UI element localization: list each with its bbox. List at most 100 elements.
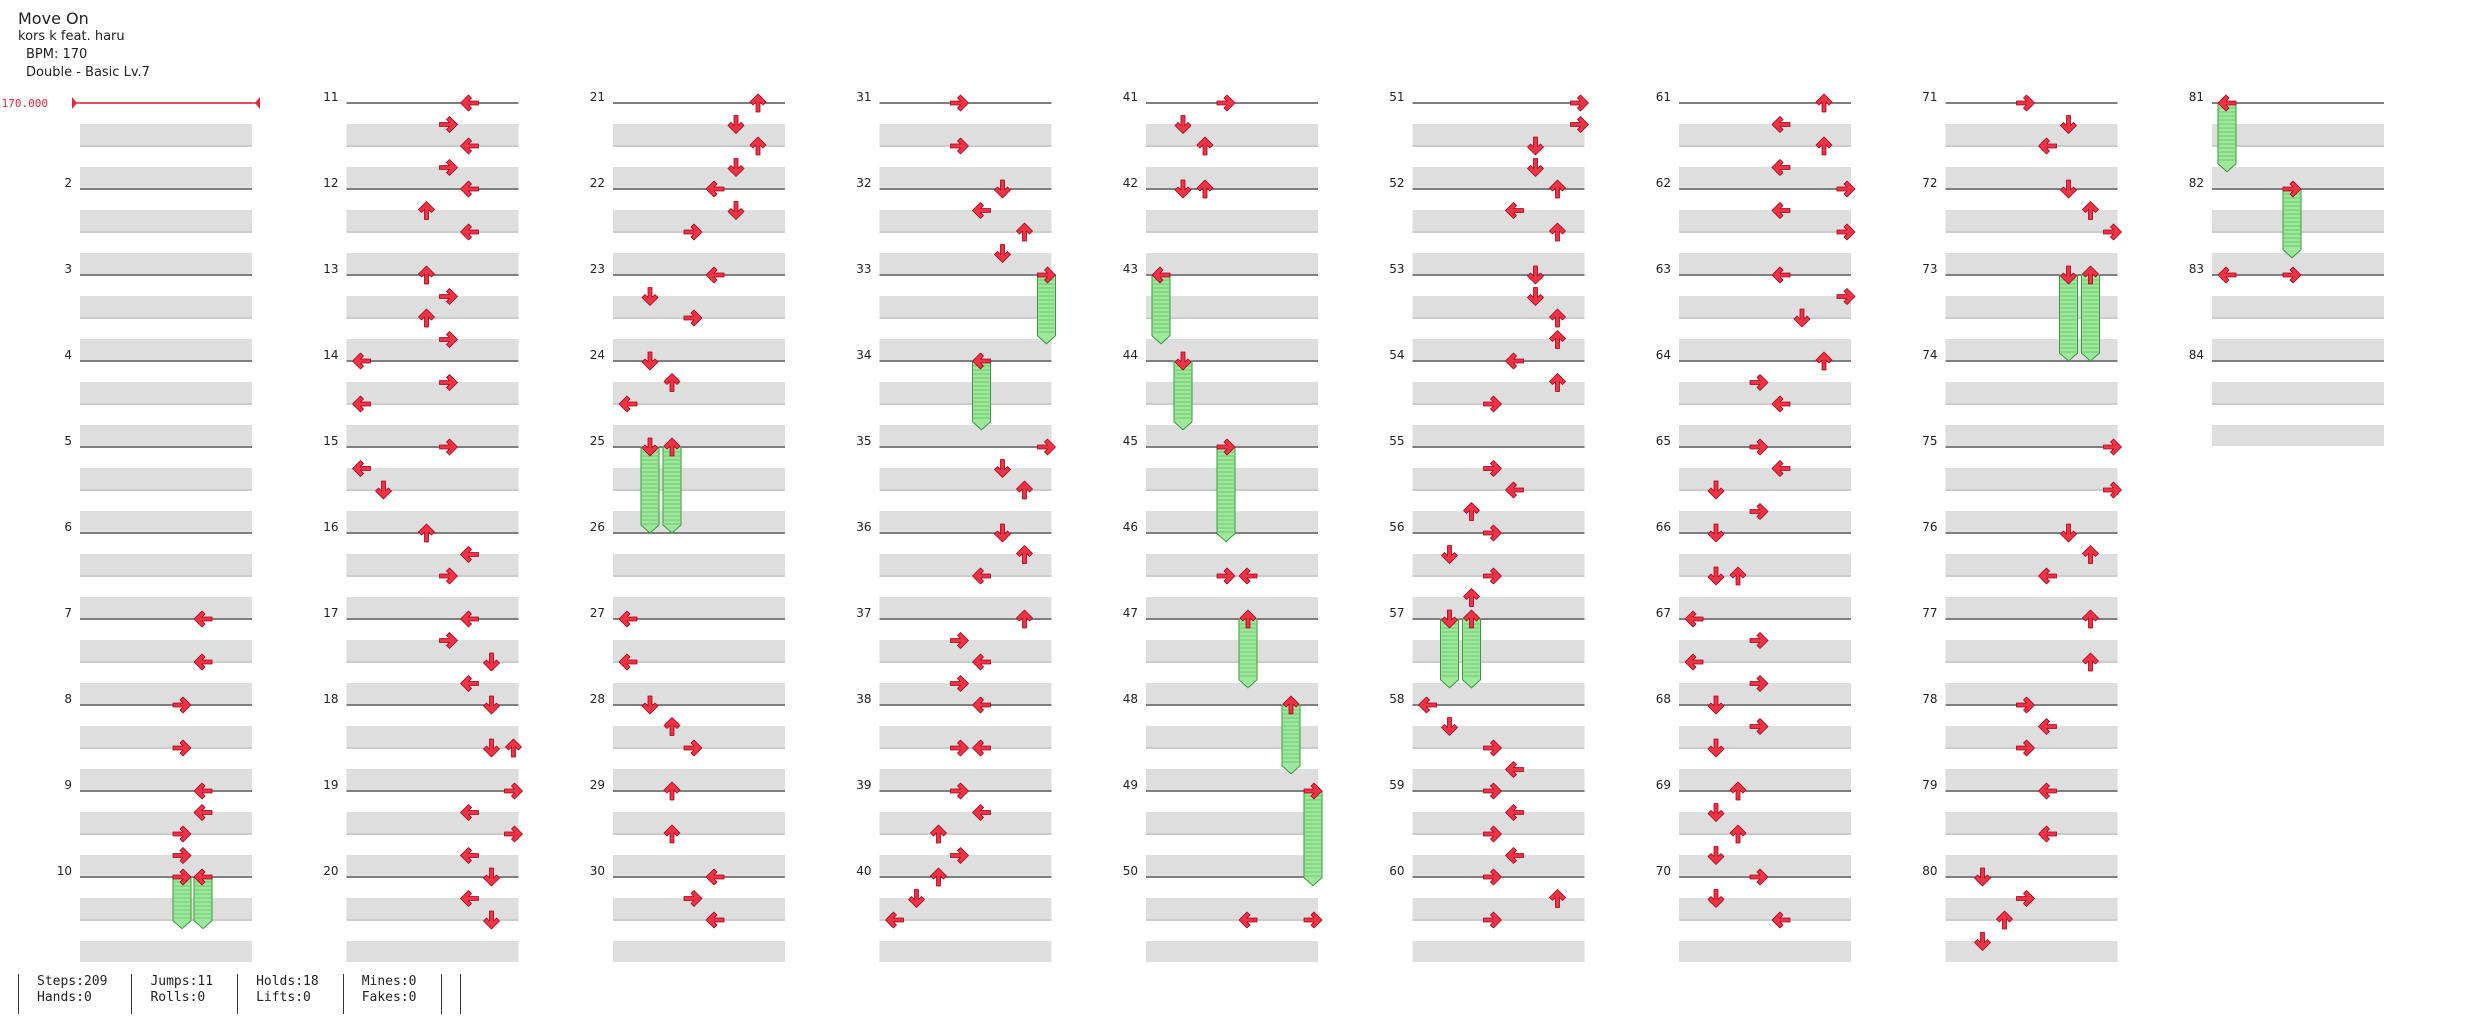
beat-band: [2212, 296, 2384, 317]
measure-number: 50: [1123, 864, 1138, 878]
measure-number: 34: [856, 348, 871, 362]
measure-number: 43: [1123, 262, 1138, 276]
beat-band: [1146, 296, 1318, 317]
beat-band: [613, 769, 785, 790]
beat-band: [879, 253, 1052, 274]
arrow-right-icon: [2016, 890, 2035, 907]
measure-number: 78: [1922, 692, 1937, 706]
beat-band: [1945, 554, 2118, 575]
beat-band: [346, 640, 519, 661]
measure-number: 30: [590, 864, 605, 878]
arrow-right-icon: [2016, 696, 2035, 714]
arrow-left-icon: [972, 696, 991, 714]
arrow-left-icon: [193, 653, 213, 671]
arrow-right-icon: [1570, 94, 1589, 112]
arrow-down-icon: [1441, 609, 1458, 629]
beat-band: [1945, 812, 2118, 833]
measure-grid: 2345678910111213141516171819202122232425…: [57, 90, 2384, 962]
beat-band: [1945, 597, 2118, 618]
arrow-right-icon: [1570, 116, 1589, 133]
arrow-up-icon: [2082, 652, 2099, 672]
beat-band: [1679, 683, 1851, 704]
arrow-right-icon: [172, 825, 192, 843]
arrow-right-icon: [1836, 180, 1856, 198]
beat-band: [1412, 124, 1585, 145]
beat-band: [1412, 382, 1585, 403]
measure-number: 57: [1389, 606, 1404, 620]
beat-band: [613, 511, 785, 532]
arrow-right-icon: [2103, 438, 2122, 456]
beat-band: [1146, 554, 1318, 575]
measure-number: 38: [856, 692, 871, 706]
arrow-right-icon: [1749, 503, 1769, 520]
measure-number: 6: [64, 520, 72, 534]
note-layer: [172, 93, 2302, 951]
measure-number: 23: [590, 262, 605, 276]
arrow-down-icon: [1707, 523, 1725, 543]
arrow-down-icon: [1441, 545, 1458, 564]
measure-number: 76: [1922, 520, 1937, 534]
arrow-left-icon: [885, 911, 904, 929]
measure-number: 32: [856, 176, 871, 190]
arrow-left-icon: [2038, 567, 2057, 585]
beat-band: [1412, 511, 1585, 532]
beat-band: [1146, 597, 1318, 618]
beat-band: [879, 726, 1052, 747]
beat-band: [1679, 726, 1851, 747]
hold-body: [1303, 790, 1323, 887]
arrow-up-icon: [1016, 222, 1033, 242]
measure-number: 79: [1922, 778, 1937, 792]
arrow-up-icon: [418, 201, 435, 220]
beat-band: [879, 597, 1052, 618]
arrow-right-icon: [1749, 632, 1769, 649]
measure-number: 77: [1922, 606, 1937, 620]
arrow-up-icon: [2082, 609, 2099, 629]
arrow-down-icon: [483, 910, 500, 930]
arrow-left-icon: [460, 94, 479, 112]
beat-band: [1679, 468, 1851, 489]
beat-band: [1146, 812, 1318, 833]
arrow-right-icon: [439, 331, 458, 348]
beat-band: [1146, 683, 1318, 704]
beat-band: [1945, 640, 2118, 661]
arrow-right-icon: [950, 739, 969, 757]
arrow-right-icon: [2282, 266, 2302, 284]
beat-band: [879, 769, 1052, 790]
bpm-label: BPM: 170: [26, 47, 88, 62]
beat-band: [346, 296, 519, 317]
beat-band: [80, 210, 252, 231]
beat-band: [346, 941, 519, 962]
measure-number: 59: [1389, 778, 1404, 792]
arrow-left-icon: [1771, 911, 1791, 929]
beat-band: [1679, 554, 1851, 575]
arrow-up-icon: [749, 93, 767, 113]
measure-number: 48: [1123, 692, 1138, 706]
arrow-left-icon: [460, 137, 479, 155]
arrow-right-icon: [2103, 481, 2122, 499]
arrow-up-icon: [1549, 308, 1566, 328]
arrow-left-icon: [972, 653, 991, 671]
beat-band: [1945, 253, 2118, 274]
arrow-down-icon: [1174, 179, 1192, 199]
beat-band: [346, 554, 519, 575]
arrow-down-icon: [2060, 179, 2077, 199]
measure-number: 2: [64, 176, 72, 190]
beat-band: [613, 210, 785, 231]
arrow-right-icon: [1483, 460, 1502, 477]
beat-band: [1679, 425, 1851, 446]
arrow-down-icon: [483, 867, 500, 887]
arrow-left-icon: [352, 395, 371, 413]
beat-band: [1412, 253, 1585, 274]
measure-number: 55: [1389, 434, 1404, 448]
beat-band: [1146, 640, 1318, 661]
beat-band: [1945, 683, 2118, 704]
arrow-up-icon: [663, 824, 681, 844]
arrow-left-icon: [1771, 266, 1791, 284]
beat-band: [613, 812, 785, 833]
beat-band: [1412, 726, 1585, 747]
arrow-right-icon: [1836, 288, 1856, 305]
measure-number: 44: [1123, 348, 1138, 362]
hold-body: [1151, 274, 1171, 345]
beat-band: [80, 597, 252, 618]
hold-body: [1238, 618, 1258, 689]
